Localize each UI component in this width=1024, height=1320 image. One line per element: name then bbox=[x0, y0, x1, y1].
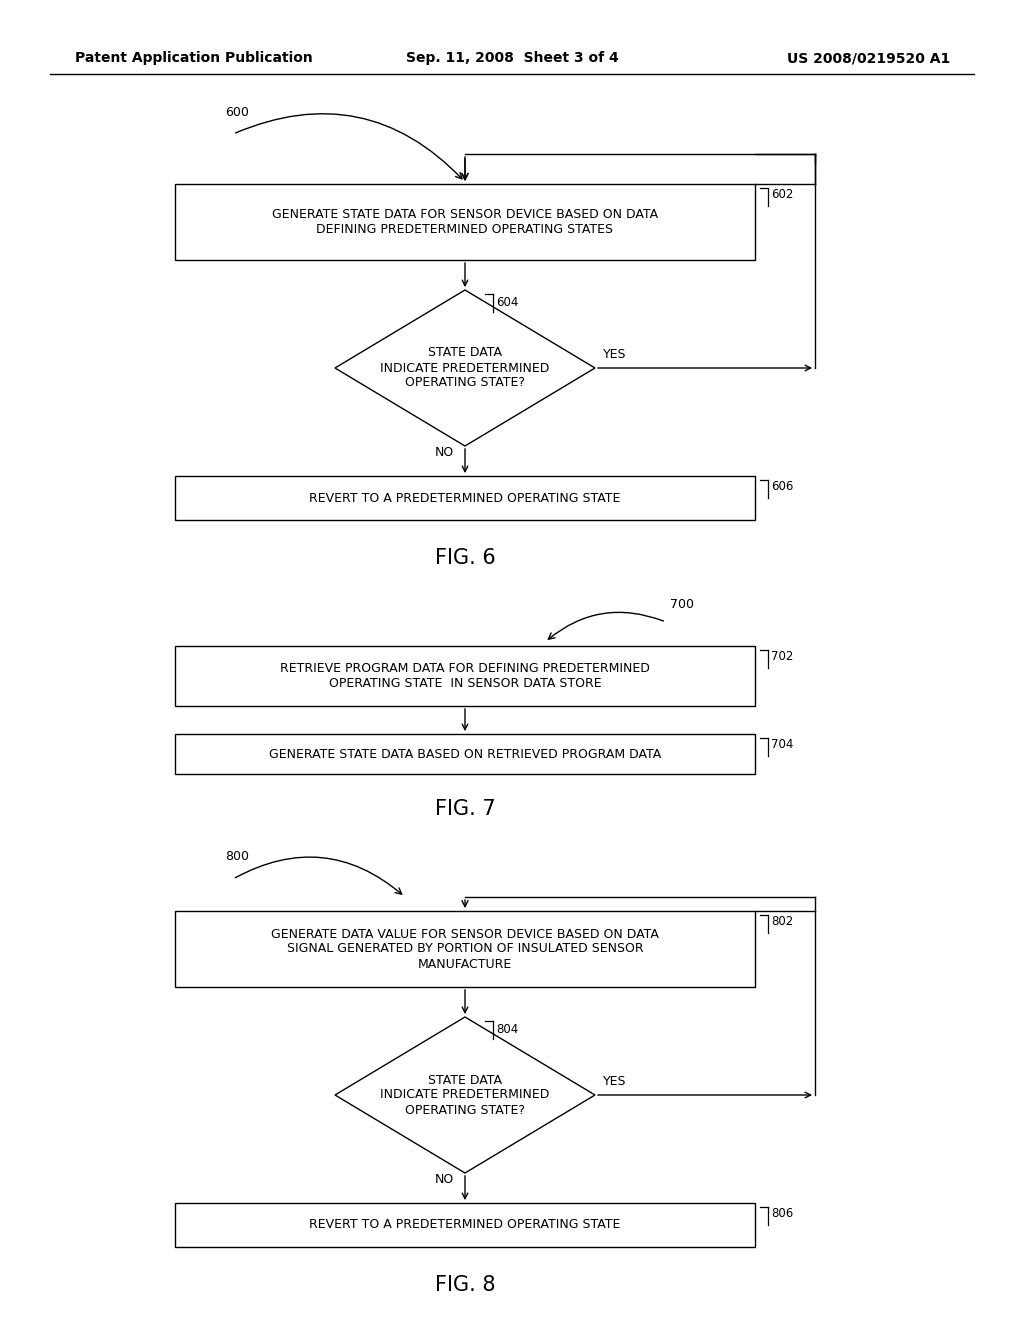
Text: FIG. 8: FIG. 8 bbox=[435, 1275, 496, 1295]
Text: 800: 800 bbox=[225, 850, 249, 863]
Text: REVERT TO A PREDETERMINED OPERATING STATE: REVERT TO A PREDETERMINED OPERATING STAT… bbox=[309, 1218, 621, 1232]
Text: STATE DATA
INDICATE PREDETERMINED
OPERATING STATE?: STATE DATA INDICATE PREDETERMINED OPERAT… bbox=[380, 1073, 550, 1117]
Text: FIG. 6: FIG. 6 bbox=[434, 548, 496, 568]
Bar bbox=[175, 911, 755, 987]
Text: 602: 602 bbox=[771, 187, 794, 201]
Text: YES: YES bbox=[603, 1074, 627, 1088]
Text: NO: NO bbox=[435, 446, 455, 459]
Text: Patent Application Publication: Patent Application Publication bbox=[75, 51, 312, 65]
Bar bbox=[175, 734, 755, 774]
Polygon shape bbox=[335, 290, 595, 446]
Text: 704: 704 bbox=[771, 738, 794, 751]
Text: RETRIEVE PROGRAM DATA FOR DEFINING PREDETERMINED
OPERATING STATE  IN SENSOR DATA: RETRIEVE PROGRAM DATA FOR DEFINING PREDE… bbox=[280, 663, 650, 690]
Bar bbox=[175, 183, 755, 260]
Text: 802: 802 bbox=[771, 915, 794, 928]
Bar bbox=[175, 1203, 755, 1247]
Text: REVERT TO A PREDETERMINED OPERATING STATE: REVERT TO A PREDETERMINED OPERATING STAT… bbox=[309, 491, 621, 504]
Bar bbox=[175, 477, 755, 520]
Polygon shape bbox=[335, 1016, 595, 1173]
Text: Sep. 11, 2008  Sheet 3 of 4: Sep. 11, 2008 Sheet 3 of 4 bbox=[406, 51, 618, 65]
Text: YES: YES bbox=[603, 348, 627, 360]
Text: STATE DATA
INDICATE PREDETERMINED
OPERATING STATE?: STATE DATA INDICATE PREDETERMINED OPERAT… bbox=[380, 346, 550, 389]
Text: 702: 702 bbox=[771, 649, 794, 663]
Text: 606: 606 bbox=[771, 480, 794, 492]
Text: NO: NO bbox=[435, 1173, 455, 1185]
Bar bbox=[175, 645, 755, 706]
Text: GENERATE STATE DATA BASED ON RETRIEVED PROGRAM DATA: GENERATE STATE DATA BASED ON RETRIEVED P… bbox=[269, 747, 662, 760]
Text: US 2008/0219520 A1: US 2008/0219520 A1 bbox=[786, 51, 950, 65]
Text: GENERATE STATE DATA FOR SENSOR DEVICE BASED ON DATA
DEFINING PREDETERMINED OPERA: GENERATE STATE DATA FOR SENSOR DEVICE BA… bbox=[272, 209, 658, 236]
Text: 806: 806 bbox=[771, 1206, 794, 1220]
Text: 604: 604 bbox=[496, 296, 518, 309]
Text: GENERATE DATA VALUE FOR SENSOR DEVICE BASED ON DATA
SIGNAL GENERATED BY PORTION : GENERATE DATA VALUE FOR SENSOR DEVICE BA… bbox=[271, 928, 658, 970]
Text: FIG. 7: FIG. 7 bbox=[434, 799, 496, 818]
Text: 804: 804 bbox=[496, 1023, 518, 1036]
Text: 700: 700 bbox=[670, 598, 694, 610]
Text: 600: 600 bbox=[225, 106, 249, 119]
